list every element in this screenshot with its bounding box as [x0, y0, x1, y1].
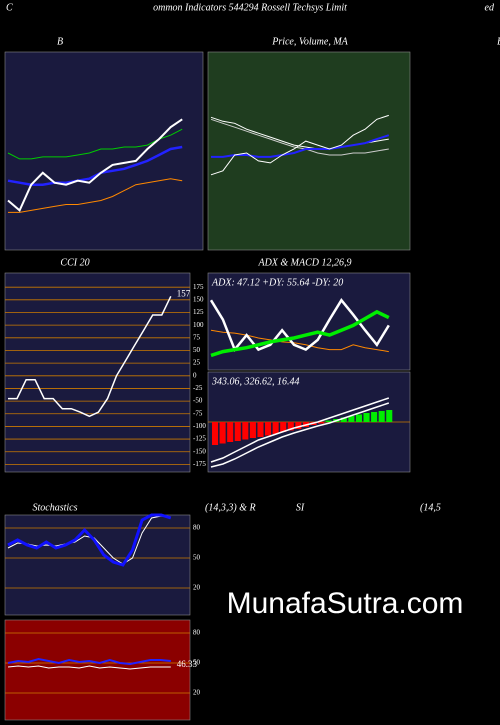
histogram-bar: [325, 420, 332, 422]
y-tick-label: -100: [193, 422, 206, 430]
series-line: [210, 402, 390, 468]
histogram-bar: [348, 416, 355, 422]
histogram-bar: [295, 422, 302, 429]
series-line: [7, 145, 183, 186]
side-label: B: [497, 36, 500, 47]
panel-title: Price, Volume, MA: [271, 36, 348, 47]
panel: [4, 272, 191, 473]
series-line: [7, 513, 172, 567]
histogram-bar: [219, 422, 226, 444]
series-line: [210, 329, 389, 353]
y-tick-label: 50: [193, 659, 201, 667]
y-tick-label: -150: [193, 447, 206, 455]
y-tick-label: -75: [193, 409, 203, 417]
y-tick-label: 20: [193, 584, 201, 592]
y-tick-label: -50: [193, 397, 203, 405]
panel: [4, 619, 191, 721]
header-right: ed: [485, 2, 495, 13]
y-tick-label: -25: [193, 384, 203, 392]
y-tick-label: 80: [193, 629, 201, 637]
histogram-bar: [272, 422, 279, 434]
panel-title: SI: [296, 502, 305, 513]
panel: [207, 272, 411, 371]
histogram-bar: [242, 422, 249, 440]
histogram-bar: [234, 422, 241, 441]
histogram-bar: [280, 422, 287, 432]
panel-subtitle: (14,5: [420, 502, 441, 513]
value-label: 46.33: [177, 659, 198, 669]
y-tick-label: 25: [193, 359, 201, 367]
series-line: [7, 665, 171, 670]
panel-annotation: ADX: 47.12 +DY: 55.64 -DY: 20: [211, 277, 343, 288]
y-tick-label: 50: [193, 554, 201, 562]
panel-title: Stochastics: [33, 502, 78, 513]
histogram-bar: [378, 411, 385, 422]
y-tick-label: 150: [193, 295, 204, 303]
series-line: [7, 118, 183, 213]
histogram-bar: [340, 417, 347, 422]
header-title: ommon Indicators 544294 Rossell Techsys …: [153, 2, 347, 13]
histogram-bar: [257, 422, 264, 437]
series-line: [210, 397, 390, 463]
y-tick-label: 75: [193, 333, 201, 341]
histogram-bar: [265, 422, 272, 436]
series-line: [8, 295, 172, 418]
histogram-bar: [363, 413, 370, 422]
y-tick-label: 100: [193, 321, 204, 329]
watermark: MunafaSutra.com: [227, 587, 464, 620]
panel: [4, 51, 204, 251]
panel-annotation: 343.06, 326.62, 16.44: [211, 376, 300, 387]
series-line: [210, 114, 389, 176]
y-tick-label: 80: [193, 524, 201, 532]
series-line: [7, 657, 171, 666]
series-line: [7, 128, 183, 160]
series-line: [8, 178, 183, 213]
histogram-bar: [212, 422, 219, 445]
panel-title: ADX & MACD 12,26,9: [257, 257, 351, 268]
y-tick-label: 0: [193, 371, 197, 379]
histogram-bar: [249, 422, 256, 438]
y-tick-label: -175: [193, 460, 206, 468]
panel-subtitle: (14,3,3) & R: [205, 502, 256, 513]
y-tick-label: 125: [193, 308, 204, 316]
series-line: [211, 134, 390, 158]
histogram-bar: [318, 422, 325, 424]
histogram-bar: [371, 412, 378, 422]
header-left: C: [6, 2, 13, 13]
y-tick-label: 50: [193, 346, 201, 354]
y-tick-label: 20: [193, 689, 201, 697]
histogram-bar: [355, 414, 362, 422]
value-label: 157: [177, 288, 191, 298]
histogram-bar: [287, 422, 294, 431]
series-line: [210, 309, 390, 358]
y-tick-label: -125: [193, 435, 206, 443]
histogram-bar: [386, 410, 393, 422]
panel: [4, 514, 191, 616]
panel-title: B: [57, 36, 63, 47]
y-tick-label: 175: [193, 283, 204, 291]
panel-title: CCI 20: [60, 257, 89, 268]
series-line: [210, 118, 389, 156]
histogram-bar: [227, 422, 234, 442]
